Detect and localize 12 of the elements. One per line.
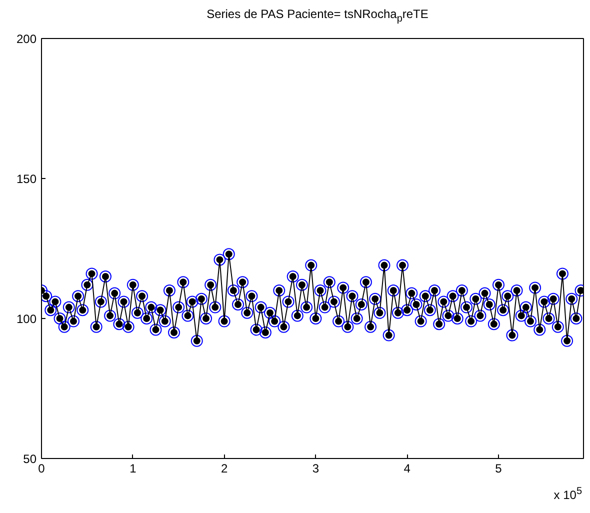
y-tick-label: 50 xyxy=(23,452,37,466)
x-tick-label: 1 xyxy=(130,462,137,476)
x-tick-label: 3 xyxy=(312,462,320,476)
x-tick-label: 5 xyxy=(495,462,502,476)
y-tick-label: 200 xyxy=(16,32,37,46)
text: x 10$^{5}$ xyxy=(552,485,582,504)
y-tick-label: 150 xyxy=(16,172,37,186)
y-tick-label: 100 xyxy=(16,312,37,326)
x-tick-label: 0 xyxy=(38,462,46,476)
x-tick-label: 4 xyxy=(404,462,411,476)
chart-title: Series de PAS Paciente= tsNRocha$_{p}$reTE xyxy=(206,6,430,26)
x-tick-label: 2 xyxy=(220,462,228,476)
